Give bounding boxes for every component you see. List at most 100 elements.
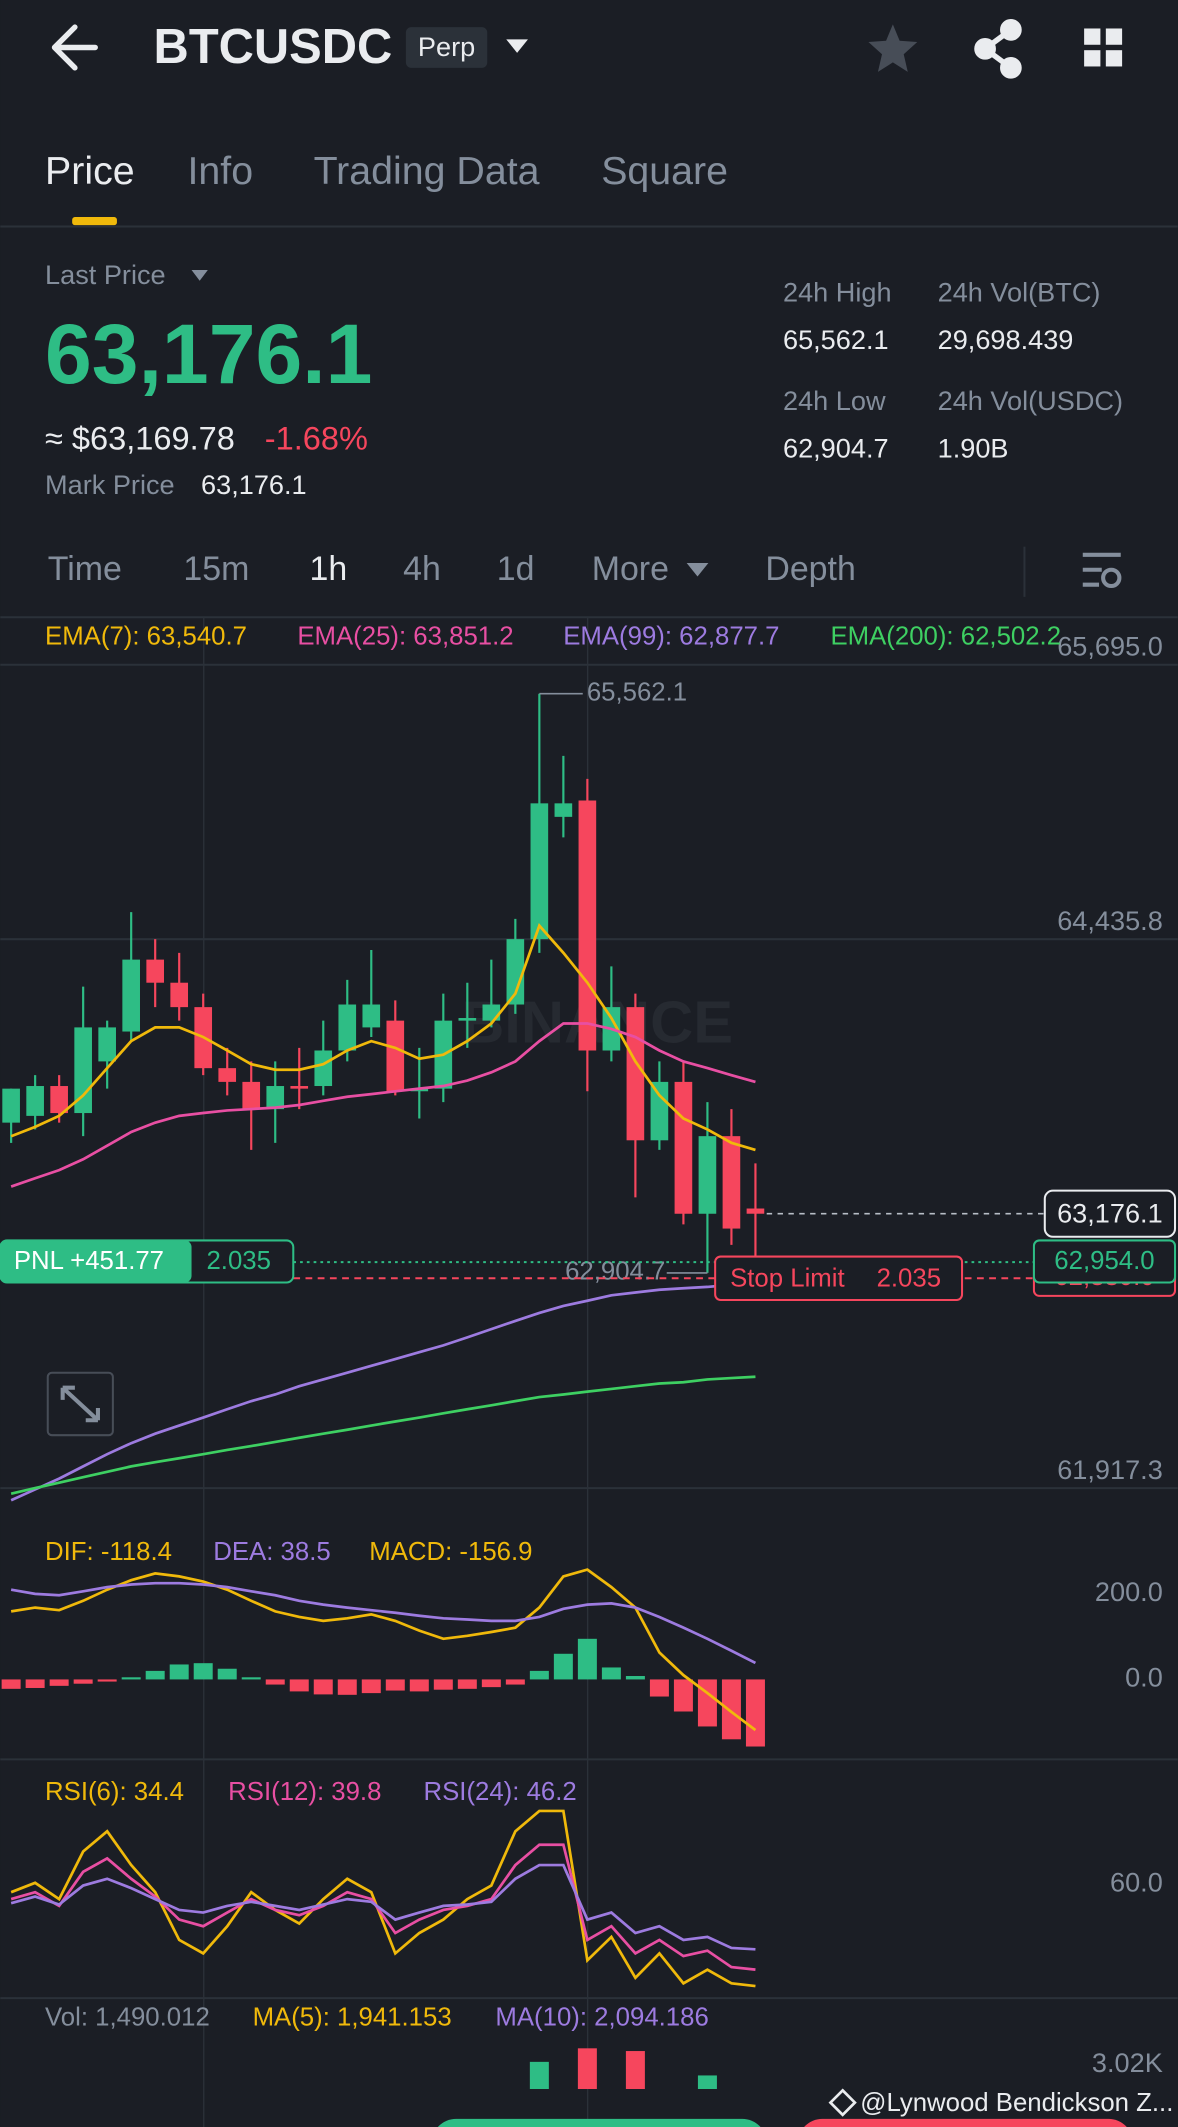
tab[interactable]: Trading Data bbox=[314, 149, 540, 193]
y-tick-label: 64,435.8 bbox=[1057, 905, 1163, 936]
expand-button[interactable] bbox=[46, 1371, 114, 1437]
legend-entry: EMA(99): 62,877.7 bbox=[563, 622, 779, 650]
tab[interactable]: Info bbox=[187, 149, 253, 193]
stop-order-label: Stop Limit bbox=[730, 1264, 845, 1292]
legend-entry: DIF: -118.4 bbox=[45, 1538, 172, 1566]
stat-value: 1.90B bbox=[938, 433, 1009, 464]
candle-body bbox=[314, 1050, 333, 1087]
legend-entry: RSI(24): 46.2 bbox=[424, 1778, 577, 1806]
stat-label: 24h High bbox=[783, 277, 892, 308]
volume-bar bbox=[697, 2075, 717, 2090]
candle-body bbox=[722, 1136, 741, 1229]
macd-bar bbox=[217, 1668, 237, 1680]
macd-bar bbox=[553, 1653, 573, 1680]
y-tick-label: 61,917.3 bbox=[1057, 1454, 1163, 1485]
y-tick-label: 65,695.0 bbox=[1057, 631, 1163, 662]
back-button[interactable] bbox=[51, 24, 98, 71]
macd-bar bbox=[313, 1679, 333, 1695]
macd-bar bbox=[97, 1679, 117, 1682]
interval[interactable]: Time bbox=[48, 550, 122, 588]
usd-price: ≈ $63,169.78 bbox=[45, 420, 235, 456]
macd-bar bbox=[721, 1679, 741, 1740]
macd-bar bbox=[361, 1679, 381, 1694]
interval[interactable]: 15m bbox=[183, 550, 249, 588]
legend-entry: EMA(25): 63,851.2 bbox=[297, 622, 513, 650]
candle-body bbox=[650, 1081, 669, 1141]
y-tick-label: 60.0 bbox=[1110, 1866, 1163, 1897]
macd-bar bbox=[577, 1638, 597, 1680]
candle-body bbox=[2, 1088, 20, 1123]
interval[interactable]: 1d bbox=[497, 550, 535, 588]
legend-entry: DEA: 38.5 bbox=[213, 1538, 330, 1566]
macd-bar bbox=[265, 1679, 285, 1685]
volume-chart: 3.02K Vol: 1,490.012 MA(5): 1,941.153 MA(10… bbox=[45, 2003, 1163, 2090]
tab[interactable]: Square bbox=[601, 149, 728, 193]
legend-entry: EMA(7): 63,540.7 bbox=[45, 622, 247, 650]
macd-bar bbox=[169, 1664, 189, 1680]
candle-body bbox=[482, 1004, 501, 1021]
legend-entry: MA(10): 2,094.186 bbox=[495, 2003, 708, 2031]
candle-body bbox=[554, 803, 573, 817]
dropdown[interactable] bbox=[191, 269, 208, 281]
macd-bar bbox=[625, 1676, 645, 1680]
candle-body bbox=[578, 800, 597, 1051]
legend-entry: MA(5): 1,941.153 bbox=[253, 2003, 452, 2031]
watermark: @Lynwood Bendickson Z... bbox=[860, 2089, 1173, 2117]
macd-bar bbox=[337, 1679, 357, 1695]
candle-body bbox=[266, 1086, 285, 1110]
mark-price: 63,176.1 bbox=[201, 469, 307, 500]
candle-body bbox=[626, 1007, 645, 1141]
macd-bar bbox=[121, 1677, 141, 1680]
volume-bar bbox=[577, 2048, 597, 2090]
ema-line bbox=[10, 1277, 756, 1502]
position-price-box bbox=[1032, 1239, 1177, 1284]
volume-bar bbox=[625, 2051, 645, 2090]
stat-label: 24h Low bbox=[783, 385, 886, 416]
macd-bar bbox=[601, 1667, 621, 1680]
ema-line bbox=[10, 1022, 756, 1188]
interval[interactable]: More bbox=[592, 550, 669, 588]
y-tick-label: 0.0 bbox=[1125, 1662, 1163, 1693]
candle-body bbox=[50, 1086, 68, 1114]
layout-button[interactable] bbox=[1084, 28, 1123, 67]
macd-bar bbox=[49, 1679, 69, 1686]
buy-button[interactable] bbox=[432, 2118, 767, 2127]
sell-button[interactable] bbox=[798, 2118, 1133, 2127]
share-button[interactable] bbox=[974, 18, 1022, 79]
candle-body bbox=[146, 959, 165, 983]
macd-bar bbox=[673, 1679, 693, 1712]
rsi-chart: 60.0 RSI(6): 34.4 RSI(12): 39.8 RSI(24): 46… bbox=[10, 1778, 1163, 1988]
dropdown[interactable] bbox=[686, 562, 709, 577]
stat-value: 62,904.7 bbox=[783, 433, 889, 464]
stat-label: 24h Vol(USDC) bbox=[938, 385, 1123, 416]
macd-bar bbox=[505, 1679, 525, 1685]
legend-entry: MACD: -156.9 bbox=[369, 1538, 532, 1566]
macd-bar bbox=[289, 1679, 309, 1692]
macd-line bbox=[10, 1568, 757, 1732]
symbol-dropdown[interactable] bbox=[506, 39, 528, 53]
interval[interactable]: 4h bbox=[403, 550, 441, 588]
stop-order-qty: 2.035 bbox=[877, 1264, 941, 1292]
volume-bars bbox=[529, 2048, 717, 2090]
stat-value: 29,698.439 bbox=[938, 324, 1074, 355]
interval[interactable]: Depth bbox=[765, 550, 855, 588]
macd-bar bbox=[409, 1679, 429, 1692]
tab[interactable]: Price bbox=[45, 149, 135, 193]
pnl-tag bbox=[0, 1240, 192, 1283]
legend-entry: RSI(6): 34.4 bbox=[45, 1778, 184, 1806]
macd-bar bbox=[73, 1679, 93, 1684]
last-price-label: 63,176.1 bbox=[1057, 1197, 1163, 1228]
macd-bar bbox=[385, 1679, 405, 1691]
legend-entry: RSI(12): 39.8 bbox=[228, 1778, 381, 1806]
label: Mark Price bbox=[45, 469, 175, 500]
label: Last Price bbox=[45, 259, 166, 290]
favorite-button[interactable] bbox=[868, 24, 918, 72]
logo-watermark: BINANCE bbox=[461, 989, 733, 1056]
chart-settings[interactable] bbox=[1082, 552, 1122, 589]
volume-bar bbox=[529, 2061, 549, 2090]
ema-line bbox=[10, 923, 756, 1152]
interval[interactable]: 1h bbox=[310, 550, 348, 588]
stop-order-tag bbox=[714, 1255, 964, 1301]
